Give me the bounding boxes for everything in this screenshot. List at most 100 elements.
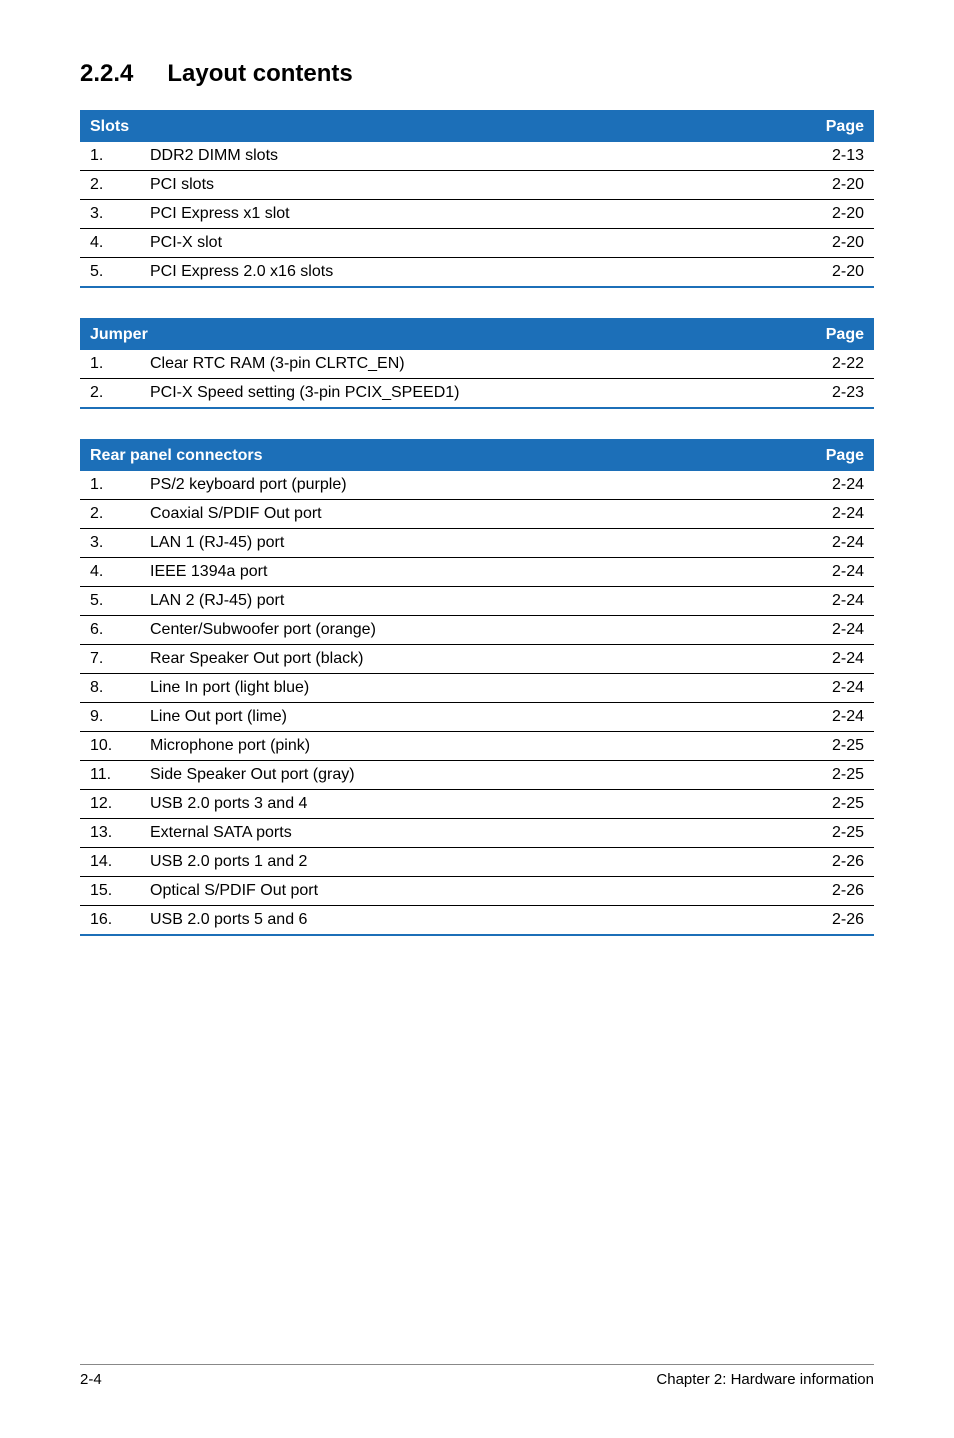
table-row: 8.Line In port (light blue)2-24 xyxy=(80,674,874,703)
rear-panel-table: Rear panel connectors Page 1.PS/2 keyboa… xyxy=(80,439,874,936)
row-desc: PCI-X slot xyxy=(140,229,794,258)
row-desc: PCI slots xyxy=(140,171,794,200)
page-content: 2.2.4 Layout contents Slots Page 1.DDR2 … xyxy=(0,0,954,936)
table-header-left: Slots xyxy=(80,111,794,142)
table-header-row: Slots Page xyxy=(80,111,874,142)
heading-number: 2.2.4 xyxy=(80,60,133,88)
section-heading: 2.2.4 Layout contents xyxy=(80,60,874,88)
row-number: 1. xyxy=(80,142,140,171)
heading-title: Layout contents xyxy=(167,60,352,88)
table-row: 6.Center/Subwoofer port (orange)2-24 xyxy=(80,616,874,645)
table-header-right: Page xyxy=(794,440,874,471)
row-page: 2-23 xyxy=(794,379,874,409)
row-page: 2-20 xyxy=(794,258,874,288)
row-desc: LAN 1 (RJ-45) port xyxy=(140,529,794,558)
row-page: 2-26 xyxy=(794,906,874,936)
table-row: 5.LAN 2 (RJ-45) port2-24 xyxy=(80,587,874,616)
row-number: 5. xyxy=(80,258,140,288)
footer-chapter-title: Chapter 2: Hardware information xyxy=(656,1371,874,1388)
table-row: 11.Side Speaker Out port (gray)2-25 xyxy=(80,761,874,790)
row-number: 15. xyxy=(80,877,140,906)
row-page: 2-20 xyxy=(794,229,874,258)
row-number: 16. xyxy=(80,906,140,936)
row-page: 2-25 xyxy=(794,761,874,790)
row-number: 1. xyxy=(80,471,140,500)
row-desc: Rear Speaker Out port (black) xyxy=(140,645,794,674)
row-number: 1. xyxy=(80,350,140,379)
table-row: 14.USB 2.0 ports 1 and 22-26 xyxy=(80,848,874,877)
row-page: 2-26 xyxy=(794,848,874,877)
row-desc: PS/2 keyboard port (purple) xyxy=(140,471,794,500)
row-desc: USB 2.0 ports 5 and 6 xyxy=(140,906,794,936)
row-desc: Coaxial S/PDIF Out port xyxy=(140,500,794,529)
row-number: 2. xyxy=(80,379,140,409)
table-header-row: Jumper Page xyxy=(80,319,874,350)
row-page: 2-24 xyxy=(794,587,874,616)
row-page: 2-24 xyxy=(794,645,874,674)
row-number: 11. xyxy=(80,761,140,790)
row-number: 4. xyxy=(80,229,140,258)
table-row: 3.LAN 1 (RJ-45) port2-24 xyxy=(80,529,874,558)
row-page: 2-24 xyxy=(794,529,874,558)
row-desc: USB 2.0 ports 1 and 2 xyxy=(140,848,794,877)
row-page: 2-24 xyxy=(794,558,874,587)
row-number: 7. xyxy=(80,645,140,674)
row-page: 2-25 xyxy=(794,790,874,819)
row-number: 13. xyxy=(80,819,140,848)
row-page: 2-26 xyxy=(794,877,874,906)
table-header-row: Rear panel connectors Page xyxy=(80,440,874,471)
row-desc: Center/Subwoofer port (orange) xyxy=(140,616,794,645)
row-desc: DDR2 DIMM slots xyxy=(140,142,794,171)
table-row: 2.PCI slots2-20 xyxy=(80,171,874,200)
table-row: 7.Rear Speaker Out port (black)2-24 xyxy=(80,645,874,674)
row-number: 4. xyxy=(80,558,140,587)
row-desc: Line In port (light blue) xyxy=(140,674,794,703)
row-page: 2-25 xyxy=(794,732,874,761)
slots-table: Slots Page 1.DDR2 DIMM slots2-13 2.PCI s… xyxy=(80,110,874,288)
table-row: 4.PCI-X slot2-20 xyxy=(80,229,874,258)
table-row: 15.Optical S/PDIF Out port2-26 xyxy=(80,877,874,906)
row-desc: USB 2.0 ports 3 and 4 xyxy=(140,790,794,819)
table-header-left: Jumper xyxy=(80,319,794,350)
table-row: 4.IEEE 1394a port2-24 xyxy=(80,558,874,587)
table-row: 13.External SATA ports2-25 xyxy=(80,819,874,848)
table-header-right: Page xyxy=(794,111,874,142)
table-row: 2.Coaxial S/PDIF Out port2-24 xyxy=(80,500,874,529)
row-page: 2-24 xyxy=(794,674,874,703)
row-page: 2-24 xyxy=(794,703,874,732)
row-number: 10. xyxy=(80,732,140,761)
table-header-right: Page xyxy=(794,319,874,350)
row-page: 2-24 xyxy=(794,500,874,529)
row-page: 2-22 xyxy=(794,350,874,379)
table-row: 3.PCI Express x1 slot2-20 xyxy=(80,200,874,229)
table-row: 1.Clear RTC RAM (3-pin CLRTC_EN)2-22 xyxy=(80,350,874,379)
row-desc: Line Out port (lime) xyxy=(140,703,794,732)
row-number: 9. xyxy=(80,703,140,732)
row-page: 2-20 xyxy=(794,200,874,229)
table-row: 12.USB 2.0 ports 3 and 42-25 xyxy=(80,790,874,819)
page-footer: 2-4 Chapter 2: Hardware information xyxy=(80,1364,874,1388)
row-number: 12. xyxy=(80,790,140,819)
table-header-left: Rear panel connectors xyxy=(80,440,794,471)
row-desc: Optical S/PDIF Out port xyxy=(140,877,794,906)
footer-page-number: 2-4 xyxy=(80,1371,102,1388)
row-number: 6. xyxy=(80,616,140,645)
row-number: 2. xyxy=(80,500,140,529)
table-row: 1.DDR2 DIMM slots2-13 xyxy=(80,142,874,171)
table-row: 9.Line Out port (lime)2-24 xyxy=(80,703,874,732)
table-row: 10.Microphone port (pink)2-25 xyxy=(80,732,874,761)
row-desc: Microphone port (pink) xyxy=(140,732,794,761)
row-desc: Side Speaker Out port (gray) xyxy=(140,761,794,790)
row-desc: LAN 2 (RJ-45) port xyxy=(140,587,794,616)
row-desc: PCI Express 2.0 x16 slots xyxy=(140,258,794,288)
row-number: 8. xyxy=(80,674,140,703)
row-number: 5. xyxy=(80,587,140,616)
row-page: 2-24 xyxy=(794,471,874,500)
row-desc: Clear RTC RAM (3-pin CLRTC_EN) xyxy=(140,350,794,379)
row-number: 14. xyxy=(80,848,140,877)
row-page: 2-24 xyxy=(794,616,874,645)
table-row: 1.PS/2 keyboard port (purple)2-24 xyxy=(80,471,874,500)
row-page: 2-20 xyxy=(794,171,874,200)
row-number: 3. xyxy=(80,529,140,558)
row-number: 3. xyxy=(80,200,140,229)
